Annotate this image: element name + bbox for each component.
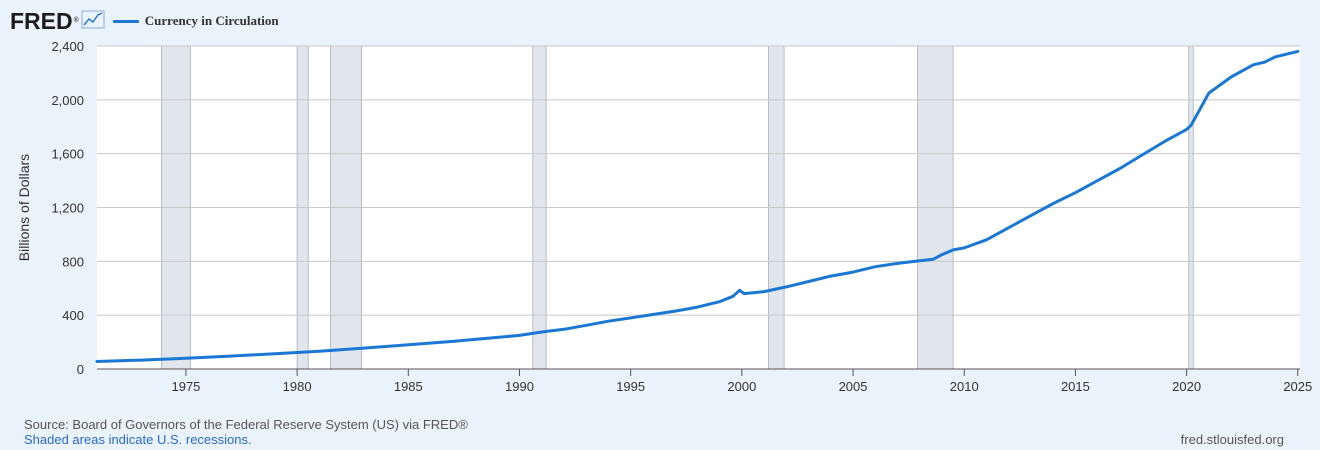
logo-text: FRED — [10, 8, 73, 34]
x-tick-label: 1995 — [616, 379, 645, 394]
y-tick-label: 2,000 — [51, 93, 84, 108]
y-tick-label: 2,400 — [51, 39, 84, 54]
logo-registered-mark: ® — [73, 17, 79, 24]
y-tick-label: 400 — [62, 308, 84, 323]
x-tick-label: 2005 — [839, 379, 868, 394]
x-tick-label: 1980 — [283, 379, 312, 394]
x-tick-label: 2025 — [1283, 379, 1312, 394]
series-line — [95, 49, 1300, 363]
x-tick-label: 1990 — [505, 379, 534, 394]
x-tick-label: 2000 — [727, 379, 756, 394]
y-tick-label: 0 — [77, 362, 84, 377]
x-tick-label: 2010 — [950, 379, 979, 394]
fred-logo[interactable]: FRED® — [10, 8, 79, 34]
legend-label: Currency in Circulation — [144, 13, 279, 28]
recession-note: Shaded areas indicate U.S. recessions. — [24, 432, 252, 447]
y-tick-label: 1,200 — [51, 201, 84, 216]
line-graph-icon — [81, 10, 105, 35]
x-tick-label: 1985 — [394, 379, 423, 394]
x-tick-label: 2015 — [1061, 379, 1090, 394]
header: FRED® Currency in Circulation — [10, 6, 279, 36]
chart: 0 400 800 1,200 1,600 2,000 2,400 1975 1980 1985 1… — [16, 39, 1312, 394]
y-tick-label: 800 — [62, 254, 84, 269]
source-text: Source: Board of Governors of the Federa… — [24, 417, 468, 432]
y-axis-label: Billions of Dollars — [16, 154, 32, 261]
y-tick-label: 1,600 — [51, 147, 84, 162]
legend-swatch — [112, 19, 139, 23]
x-tick-label: 2020 — [1172, 379, 1201, 394]
legend: Currency in Circulation — [112, 13, 279, 29]
x-tick-label: 1975 — [171, 379, 200, 394]
site-url: fred.stlouisfed.org — [1180, 432, 1284, 447]
